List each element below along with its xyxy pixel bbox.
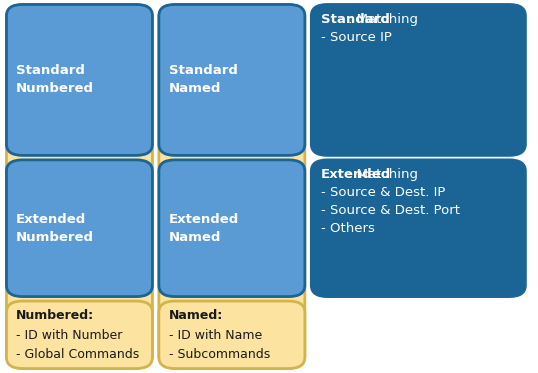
FancyBboxPatch shape (312, 160, 526, 297)
FancyBboxPatch shape (159, 4, 305, 156)
Text: - ID with Name: - ID with Name (168, 329, 262, 342)
Text: - Others: - Others (321, 222, 375, 235)
Text: - Source & Dest. IP: - Source & Dest. IP (321, 186, 445, 199)
FancyBboxPatch shape (159, 301, 305, 369)
Text: Extended: Extended (321, 168, 391, 181)
Text: - Global Commands: - Global Commands (16, 348, 139, 361)
Text: Standard
Numbered: Standard Numbered (16, 65, 94, 95)
FancyBboxPatch shape (6, 4, 152, 156)
Text: - ID with Number: - ID with Number (16, 329, 123, 342)
Text: Numbered:: Numbered: (16, 309, 94, 322)
Text: : Matching: : Matching (348, 168, 417, 181)
Text: Extended
Named: Extended Named (168, 213, 239, 244)
FancyBboxPatch shape (6, 4, 152, 369)
Text: - Source & Dest. Port: - Source & Dest. Port (321, 204, 460, 217)
Text: Standard: Standard (321, 13, 390, 26)
Text: Standard
Named: Standard Named (168, 65, 237, 95)
FancyBboxPatch shape (6, 160, 152, 297)
FancyBboxPatch shape (159, 160, 305, 297)
Text: : Matching: : Matching (348, 13, 417, 26)
FancyBboxPatch shape (159, 4, 305, 369)
FancyBboxPatch shape (312, 4, 526, 156)
Text: Named:: Named: (168, 309, 223, 322)
Text: - Subcommands: - Subcommands (168, 348, 270, 361)
Text: - Source IP: - Source IP (321, 31, 392, 44)
Text: Extended
Numbered: Extended Numbered (16, 213, 94, 244)
FancyBboxPatch shape (6, 301, 152, 369)
